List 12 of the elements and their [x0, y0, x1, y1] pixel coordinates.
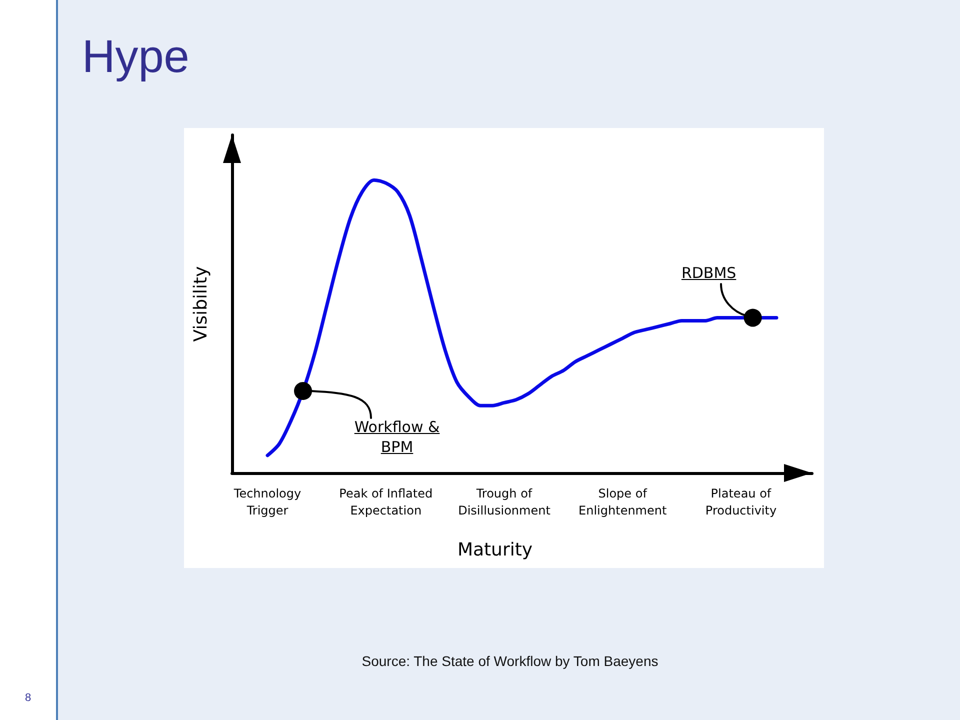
- x-tick-label: Plateau of Productivity: [705, 486, 777, 518]
- x-tick-label: Trough of Disillusionment: [458, 486, 551, 518]
- x-axis-title: Maturity: [457, 540, 533, 560]
- y-axis-title: Visibility: [190, 266, 212, 342]
- legend-label: Workflow & BPM: [353, 416, 441, 457]
- x-tick-label: Peak of Inflated Expectation: [339, 486, 433, 518]
- x-tick-label: Technology Trigger: [232, 486, 302, 518]
- chart-title: Hype: [82, 29, 190, 84]
- text: RDBMS: [681, 262, 736, 283]
- x-tick-label: Slope of Enlightenment: [578, 486, 667, 518]
- source-note: Source: The State of Workflow by Tom Baeyens: [360, 653, 660, 669]
- text: 8: [24, 692, 32, 704]
